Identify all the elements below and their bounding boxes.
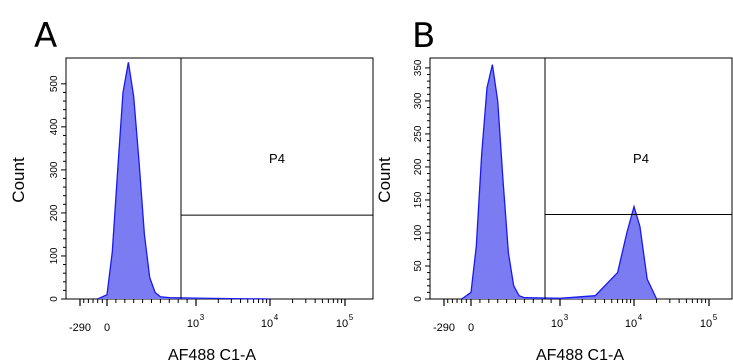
y-tick-label: 350 (413, 59, 424, 76)
y-tick-label: 400 (49, 118, 60, 135)
panel-label-b: B (412, 16, 435, 56)
y-tick-label: 100 (413, 224, 424, 241)
x-tick-exponent: 3 (564, 313, 569, 322)
x-tick-label: 10 (551, 318, 563, 330)
panel-label-a: A (34, 16, 57, 56)
x-tick-label: -290 (69, 322, 91, 334)
x-tick-exponent: 4 (274, 313, 279, 322)
x-axis-label-a: AF488 C1-A (168, 347, 256, 364)
x-tick-label: 0 (104, 322, 110, 334)
x-tick-label: 10 (700, 318, 712, 330)
y-tick-label: 150 (413, 191, 424, 208)
histogram-panel-b: B P4 Count AF488 C1-A 050100150200250300… (375, 16, 733, 364)
x-axis-label-b: AF488 C1-A (536, 347, 624, 364)
gate-label-b: P4 (633, 151, 649, 166)
x-tick-label: 10 (336, 318, 348, 330)
histogram-area-a (97, 62, 270, 299)
histogram-outline-a (97, 62, 271, 300)
y-tick-label: 0 (413, 296, 424, 302)
y-tick-label: 250 (413, 125, 424, 142)
y-ticks-a: 0 100 200 300 400 500 (49, 75, 66, 302)
x-tick-label: 0 (468, 322, 474, 334)
x-tick-exponent: 5 (713, 313, 718, 322)
y-tick-label: 300 (49, 161, 60, 178)
histogram-outline-b (461, 64, 658, 300)
y-axis-label-a: Count (9, 157, 28, 203)
y-ticks-b: 0 50 100 150 200 250 300 350 (413, 59, 430, 302)
y-axis-label-b: Count (375, 157, 394, 203)
gate-label-a: P4 (269, 151, 285, 166)
y-tick-label: 0 (49, 296, 60, 302)
y-tick-label: 200 (49, 204, 60, 221)
y-tick-label: 50 (413, 260, 424, 272)
x-tick-label: -290 (433, 322, 455, 334)
x-tick-exponent: 3 (200, 313, 205, 322)
x-tick-exponent: 4 (638, 313, 643, 322)
histogram-area-b (461, 64, 657, 299)
x-tick-label: 10 (625, 318, 637, 330)
x-tick-exponent: 5 (349, 313, 354, 322)
x-tick-label: 10 (187, 318, 199, 330)
y-tick-label: 100 (49, 247, 60, 264)
y-tick-label: 300 (413, 92, 424, 109)
y-tick-label: 500 (49, 75, 60, 92)
y-tick-label: 200 (413, 158, 424, 175)
x-tick-label: 10 (261, 318, 273, 330)
